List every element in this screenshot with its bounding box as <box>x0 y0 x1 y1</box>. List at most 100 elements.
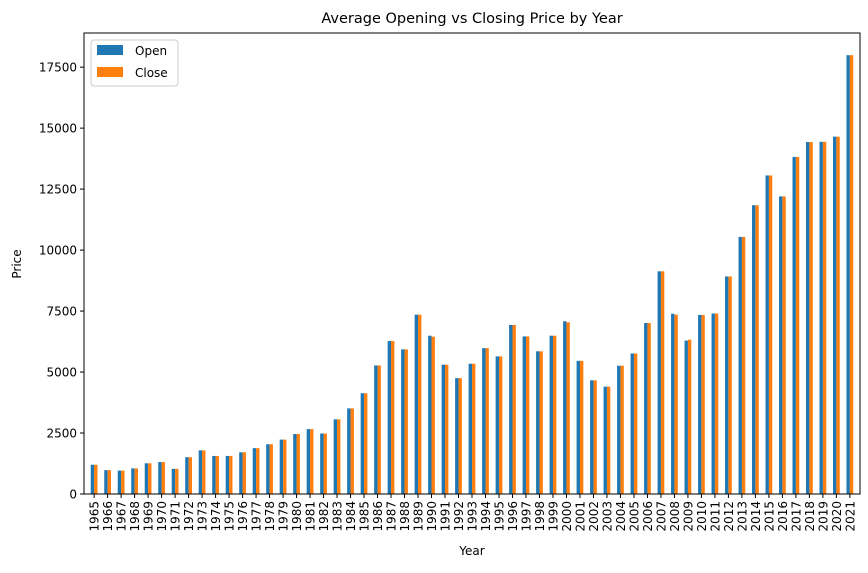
bar-open-2005 <box>630 353 634 494</box>
bar-open-1992 <box>455 378 459 494</box>
bar-open-2014 <box>752 205 756 494</box>
x-tick-label: 1979 <box>277 501 291 532</box>
bar-open-1970 <box>158 462 162 494</box>
x-tick-label: 1993 <box>466 501 480 532</box>
bar-close-1995 <box>498 356 503 494</box>
bar-open-1982 <box>320 433 324 494</box>
x-tick-label: 1965 <box>88 501 102 532</box>
bar-open-1997 <box>522 336 526 494</box>
x-tick-label: 1985 <box>358 501 372 532</box>
x-tick-label: 2018 <box>803 501 817 532</box>
bar-open-2006 <box>644 323 648 494</box>
bar-open-2009 <box>684 340 688 494</box>
legend-label-open: Open <box>135 44 167 58</box>
x-tick-label: 2001 <box>573 501 587 532</box>
bar-close-1992 <box>458 378 462 494</box>
bar-open-1976 <box>239 452 243 494</box>
bar-close-2015 <box>768 175 773 494</box>
bar-close-2014 <box>755 205 759 494</box>
bar-close-1983 <box>337 419 341 494</box>
bar-open-1968 <box>131 468 135 494</box>
bar-close-1970 <box>161 462 165 494</box>
bar-close-1973 <box>202 450 206 494</box>
bar-close-2002 <box>593 380 597 494</box>
bar-open-2010 <box>698 314 702 494</box>
bar-open-2012 <box>725 276 729 494</box>
x-tick-label: 2009 <box>681 501 695 532</box>
x-tick-label: 1992 <box>452 501 466 532</box>
bar-open-2016 <box>779 196 783 495</box>
bar-close-1980 <box>296 434 300 494</box>
bar-close-1981 <box>310 429 314 494</box>
x-tick-label: 1996 <box>506 501 520 532</box>
bar-close-1974 <box>215 455 219 494</box>
x-tick-label: 1971 <box>169 501 183 532</box>
x-tick-label: 1975 <box>223 501 237 532</box>
x-tick-label: 2006 <box>641 501 655 532</box>
bar-close-1985 <box>364 393 368 494</box>
x-tick-label: 1980 <box>290 501 304 532</box>
x-tick-label: 2016 <box>776 501 790 532</box>
bar-close-1965 <box>94 464 98 494</box>
x-tick-label: 1984 <box>344 501 358 532</box>
x-tick-label: 1987 <box>385 501 399 532</box>
bar-open-1991 <box>441 364 445 494</box>
x-tick-label: 1990 <box>425 501 439 532</box>
bar-open-2002 <box>590 380 594 494</box>
bar-close-2017 <box>795 156 800 494</box>
x-tick-label: 1981 <box>304 501 318 532</box>
bar-open-1999 <box>549 335 553 494</box>
bar-close-1984 <box>350 408 354 494</box>
bar-open-1969 <box>144 463 149 494</box>
bar-close-1966 <box>107 470 111 494</box>
bar-open-1974 <box>212 455 216 494</box>
bar-open-1987 <box>387 341 392 494</box>
bar-close-1990 <box>431 336 435 494</box>
bar-close-1986 <box>377 365 381 494</box>
x-tick-label: 2008 <box>668 501 682 532</box>
x-tick-label: 2021 <box>843 501 857 532</box>
chart-title: Average Opening vs Closing Price by Year <box>321 11 622 27</box>
bar-open-1971 <box>171 468 176 494</box>
bar-close-1976 <box>242 452 246 494</box>
bar-close-1979 <box>283 439 287 494</box>
bar-open-2001 <box>576 360 580 494</box>
x-tick-label: 1969 <box>142 501 156 532</box>
bar-close-2020 <box>836 136 840 494</box>
x-tick-label: 2010 <box>695 501 709 532</box>
bar-close-2006 <box>647 323 651 494</box>
bar-open-1988 <box>401 349 405 494</box>
bar-close-1988 <box>404 349 408 494</box>
bar-close-2011 <box>714 313 719 494</box>
bar-open-2018 <box>806 142 810 494</box>
bar-close-1993 <box>472 363 476 494</box>
bar-close-2016 <box>782 196 786 495</box>
bar-open-1980 <box>293 434 297 494</box>
bar-open-1978 <box>266 444 270 494</box>
bar-close-2013 <box>741 236 746 494</box>
bar-open-1984 <box>347 408 351 494</box>
bar-open-1977 <box>252 448 257 494</box>
x-tick-label: 2020 <box>830 501 844 532</box>
bar-open-1972 <box>185 457 189 494</box>
x-tick-label: 2019 <box>816 501 830 532</box>
bar-open-1979 <box>279 439 284 494</box>
x-tick-label: 1973 <box>196 501 210 532</box>
bar-close-1978 <box>269 444 273 494</box>
bar-close-1999 <box>552 335 557 494</box>
bar-close-1971 <box>175 468 179 494</box>
x-tick-label: 1970 <box>155 501 169 532</box>
legend-label-close: Close <box>135 66 168 80</box>
x-tick-label: 2005 <box>627 501 641 532</box>
x-tick-label: 2000 <box>560 501 574 532</box>
bar-close-1969 <box>148 463 152 494</box>
legend-swatch-close <box>97 67 123 77</box>
bar-close-2000 <box>566 322 570 494</box>
bar-open-2019 <box>819 141 823 495</box>
x-tick-label: 1986 <box>371 501 385 532</box>
bar-open-1989 <box>414 314 419 494</box>
y-tick-label: 7500 <box>46 305 77 319</box>
y-tick-label: 0 <box>69 488 77 502</box>
y-tick-label: 5000 <box>46 366 77 380</box>
